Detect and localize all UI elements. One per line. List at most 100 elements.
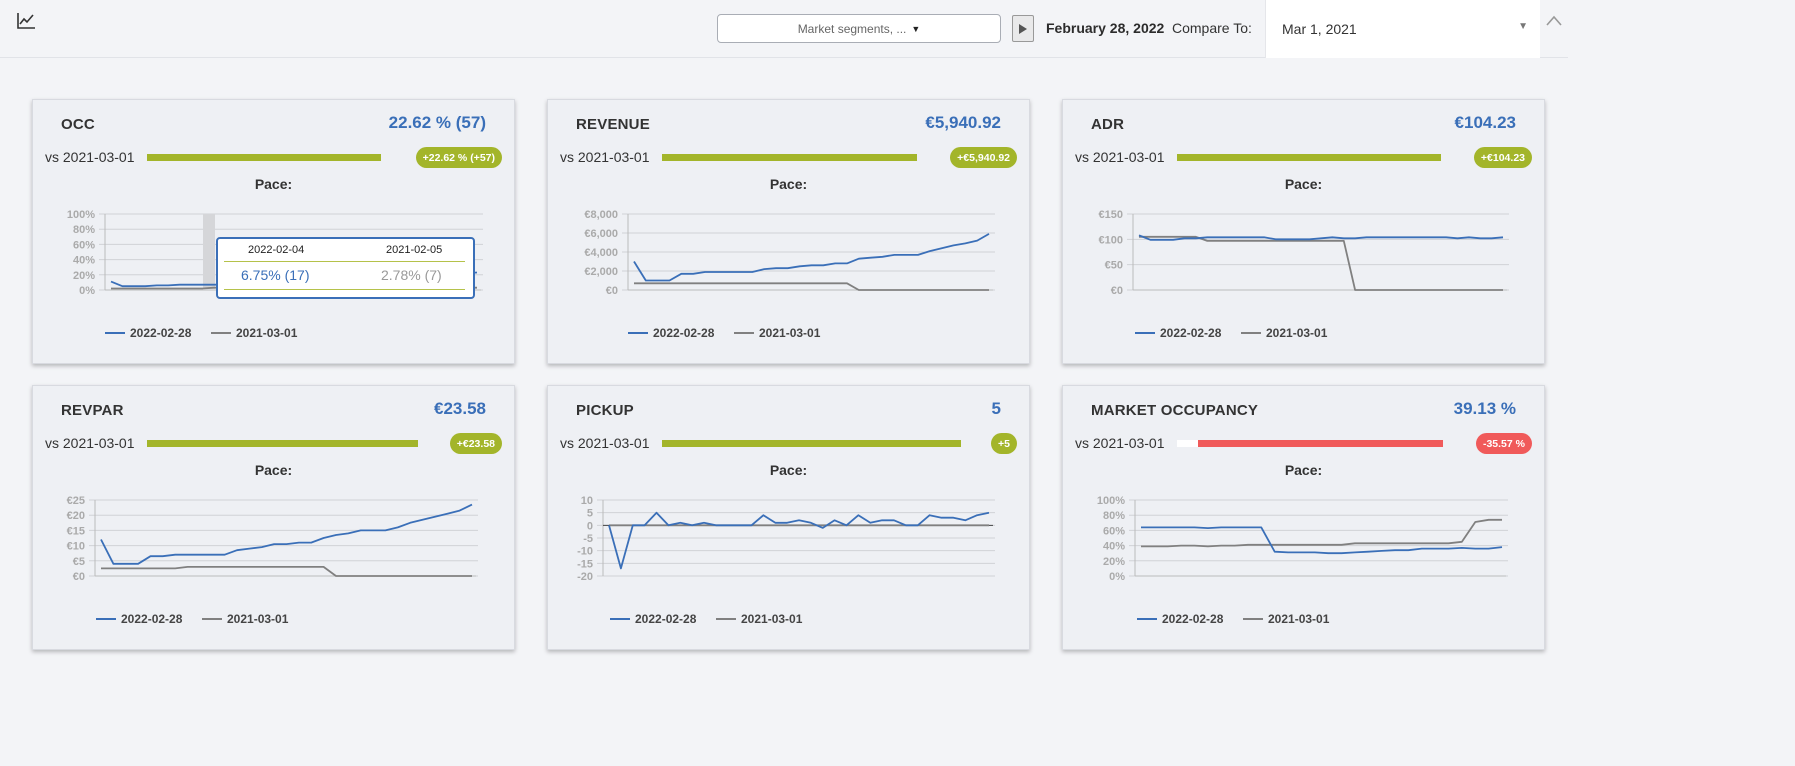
kpi-card-market-occupancy: MARKET OCCUPANCY 39.13 % vs 2021-03-01 -35.… <box>1062 385 1545 650</box>
y-tick-label: €2,000 <box>584 266 618 278</box>
legend-label: 2022-02-28 <box>635 612 697 626</box>
legend-item-current[interactable]: 2022-02-28 <box>1135 326 1221 340</box>
card-title: REVPAR <box>61 402 124 419</box>
y-tick-label: 0% <box>1109 571 1125 583</box>
legend-swatch <box>105 332 125 334</box>
y-tick-label: €5 <box>73 556 85 568</box>
chevron-up-icon[interactable] <box>1545 14 1563 28</box>
series-line-current[interactable] <box>100 503 473 565</box>
legend-label: 2021-03-01 <box>1268 612 1330 626</box>
compare-date-select[interactable]: Mar 1, 2021 ▼ <box>1265 0 1540 58</box>
y-tick-label: €50 <box>1105 260 1123 272</box>
y-tick-label: €8,000 <box>584 209 618 221</box>
y-tick-label: -10 <box>577 546 593 558</box>
line-chart-icon[interactable] <box>16 12 36 30</box>
compare-date-value: Mar 1, 2021 <box>1282 21 1357 37</box>
series-line-compare[interactable] <box>1141 518 1502 548</box>
y-tick-label: 60% <box>73 239 95 251</box>
pace-label: Pace: <box>1284 176 1323 192</box>
legend-item-compare[interactable]: 2021-03-01 <box>202 612 288 626</box>
legend-label: 2022-02-28 <box>121 612 183 626</box>
legend-item-compare[interactable]: 2021-03-01 <box>734 326 820 340</box>
pace-chart[interactable]: €150 €100 €50 €0 <box>1063 208 1546 303</box>
y-tick-label: €25 <box>67 495 85 507</box>
pace-label: Pace: <box>1284 462 1323 478</box>
legend-label: 2021-03-01 <box>1266 326 1328 340</box>
legend-item-compare[interactable]: 2021-03-01 <box>211 326 297 340</box>
series-line-compare[interactable] <box>1139 235 1503 291</box>
legend-label: 2021-03-01 <box>227 612 289 626</box>
series-line-current[interactable] <box>1138 234 1504 241</box>
legend-item-compare[interactable]: 2021-03-01 <box>1243 612 1329 626</box>
current-date: February 28, 2022 <box>1046 20 1165 36</box>
delta-badge: +5 <box>991 433 1017 454</box>
y-tick-label: 100% <box>1097 495 1125 507</box>
tooltip-date-current: 2022-02-04 <box>248 244 305 256</box>
comparison-bar-fill <box>662 154 917 161</box>
legend-swatch <box>610 618 630 620</box>
legend-item-current[interactable]: 2022-02-28 <box>105 326 191 340</box>
y-tick-label: -5 <box>583 533 593 545</box>
y-tick-label: 60% <box>1103 525 1125 537</box>
series-line-current[interactable] <box>1141 526 1503 555</box>
y-tick-label: €4,000 <box>584 247 618 259</box>
series-line-current[interactable] <box>608 511 990 570</box>
play-icon <box>1019 23 1027 34</box>
y-tick-label: 20% <box>1103 556 1125 568</box>
pace-chart[interactable]: €25 €20 €15 €10 €5 €0 <box>33 494 516 589</box>
y-tick-label: €100 <box>1099 234 1123 246</box>
comparison-bar <box>662 154 917 161</box>
legend-item-current[interactable]: 2022-02-28 <box>610 612 696 626</box>
legend-swatch <box>734 332 754 334</box>
compare-to-label: Compare To: <box>1172 20 1252 36</box>
y-tick-label: -20 <box>577 571 593 583</box>
legend-label: 2021-03-01 <box>236 326 298 340</box>
pace-chart[interactable]: €8,000 €6,000 €4,000 €2,000 €0 <box>548 208 1031 303</box>
hover-highlight <box>203 214 215 290</box>
kpi-card-adr: ADR €104.23 vs 2021-03-01 +€104.23 Pace: €150… <box>1062 99 1545 364</box>
pace-label: Pace: <box>254 462 293 478</box>
comparison-bar <box>147 440 418 447</box>
kpi-card-pickup: PICKUP 5 vs 2021-03-01 +5 Pace: 10 5 0 -5 -10 -15-… <box>547 385 1030 650</box>
legend-label: 2021-03-01 <box>759 326 821 340</box>
market-segments-select[interactable]: Market segments, ... ▼ <box>717 14 1001 43</box>
vs-label: vs 2021-03-01 <box>560 149 650 165</box>
y-tick-label: 80% <box>73 224 95 236</box>
legend-item-current[interactable]: 2022-02-28 <box>96 612 182 626</box>
tooltip-value-compare: 2.78% (7) <box>381 267 442 283</box>
series-line-current[interactable] <box>633 233 990 282</box>
pace-label: Pace: <box>769 176 808 192</box>
y-tick-label: €15 <box>67 525 85 537</box>
kpi-card-revpar: REVPAR €23.58 vs 2021-03-01 +€23.58 Pace: €25… <box>32 385 515 650</box>
series-line-compare[interactable] <box>634 282 989 291</box>
pace-chart[interactable]: 100% 80% 60% 40% 20% 0% <box>1063 494 1546 589</box>
comparison-bar-fill <box>147 154 381 161</box>
series-line-compare[interactable] <box>101 566 472 577</box>
y-tick-label: 0 <box>587 520 593 532</box>
legend-swatch <box>1135 332 1155 334</box>
legend-swatch <box>211 332 231 334</box>
play-button[interactable] <box>1012 15 1034 42</box>
y-tick-label: €20 <box>67 510 85 522</box>
y-tick-label: €150 <box>1099 209 1123 221</box>
delta-badge: +€5,940.92 <box>950 147 1017 168</box>
legend-swatch <box>1137 618 1157 620</box>
legend-item-current[interactable]: 2022-02-28 <box>628 326 714 340</box>
legend-item-compare[interactable]: 2021-03-01 <box>716 612 802 626</box>
legend-swatch <box>1243 618 1263 620</box>
y-tick-label: €0 <box>606 285 618 297</box>
card-title: REVENUE <box>576 116 650 133</box>
legend-swatch <box>1241 332 1261 334</box>
y-tick-label: 80% <box>1103 510 1125 522</box>
legend-swatch <box>628 332 648 334</box>
legend-swatch <box>202 618 222 620</box>
delta-badge: +22.62 % (+57) <box>415 147 502 168</box>
legend-item-current[interactable]: 2022-02-28 <box>1137 612 1223 626</box>
legend-item-compare[interactable]: 2021-03-01 <box>1241 326 1327 340</box>
y-tick-label: 40% <box>1103 541 1125 553</box>
y-tick-label: €0 <box>73 571 85 583</box>
legend-label: 2022-02-28 <box>130 326 192 340</box>
card-value: €104.23 <box>1454 113 1516 132</box>
y-tick-label: 0% <box>79 285 95 297</box>
